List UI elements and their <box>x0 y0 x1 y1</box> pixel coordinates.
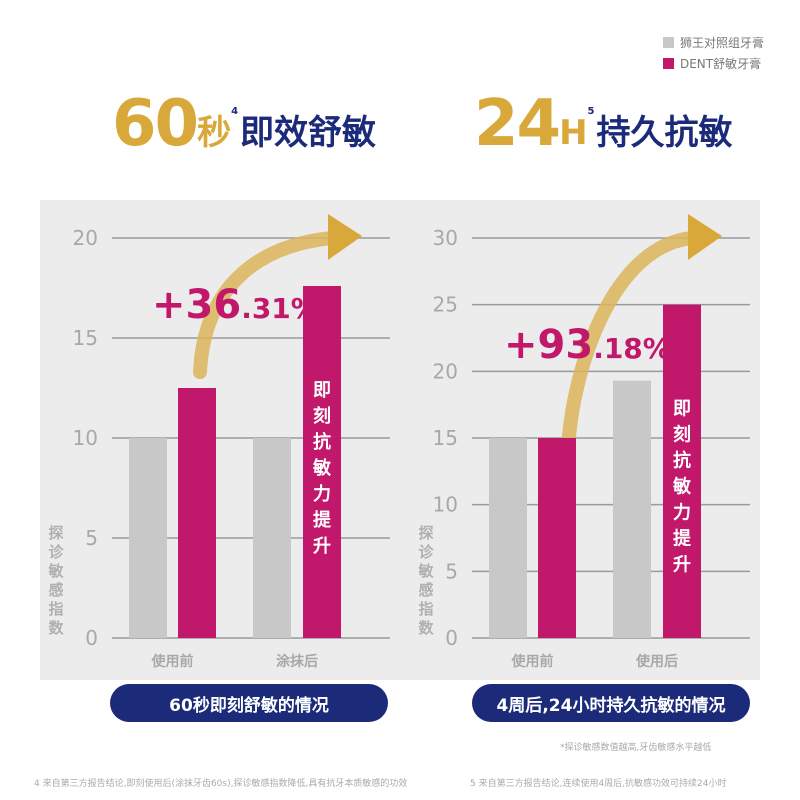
bar-control <box>129 438 167 638</box>
left-chart-panel: 0 5 10 15 20 使用前 涂抹后 即刻抗敏力提升探诊敏感指数 +36.31% <box>40 200 400 680</box>
sensitivity-note: *探诊敏感数值越高,牙齿敏感水平越低 <box>560 743 712 753</box>
x-category-label: 使用后 <box>635 653 678 670</box>
y-tick-label: 10 <box>73 426 98 450</box>
bar-control <box>613 380 651 638</box>
legend-swatch-control <box>662 37 674 48</box>
left-headline-footnote-mark: 4 <box>231 106 239 117</box>
legend-label-dent: DENT舒敏牙膏 <box>679 57 762 71</box>
y-tick-label: 20 <box>73 226 98 250</box>
bar-dent <box>663 304 701 638</box>
bar-label: 即刻抗敏力提升 <box>312 380 332 557</box>
legend-swatch-dent <box>662 58 674 69</box>
left-caption: 60秒即刻舒敏的情况 <box>110 684 388 722</box>
right-headline-footnote-mark: 5 <box>587 106 595 117</box>
trend-arrow-icon <box>193 231 339 379</box>
y-tick-label: 5 <box>445 559 458 583</box>
trend-arrow-icon <box>561 231 699 457</box>
percent-annotation: +93.18% <box>504 322 671 368</box>
legend-item-dent: DENT舒敏牙膏 <box>662 55 764 72</box>
footnote-right: 5 来自第三方报告结论,连续使用4周后,抗敏感功效可持续24小时 <box>470 779 727 789</box>
bar-control <box>489 438 527 638</box>
percent-annotation: +36.31% <box>152 282 319 328</box>
bar-dent <box>303 286 341 638</box>
y-tick-label: 15 <box>73 326 98 350</box>
bar-dent <box>178 388 216 638</box>
y-tick-label: 5 <box>85 526 98 550</box>
footnote-left: 4 来自第三方报告结论,即刻使用后(涂抹牙齿60s),探诊敏感指数降低,具有抗牙… <box>34 779 408 789</box>
y-tick-label: 20 <box>433 359 458 383</box>
bar-control <box>253 438 291 638</box>
right-headline: 24 H 5 持久抗敏 <box>474 92 733 156</box>
y-axis-label: 探诊敏感指数 <box>417 524 434 637</box>
bar-dent <box>538 438 576 638</box>
left-headline: 60 秒 4 即效舒敏 <box>112 92 376 156</box>
x-category-label: 涂抹后 <box>276 653 318 670</box>
left-headline-text: 即效舒敏 <box>240 113 377 153</box>
y-tick-label: 25 <box>433 293 458 317</box>
left-headline-number: 60 <box>112 87 199 161</box>
legend: 狮王对照组牙膏 DENT舒敏牙膏 <box>662 34 764 76</box>
y-tick-label: 30 <box>433 226 458 250</box>
y-tick-label: 0 <box>445 626 458 650</box>
right-headline-unit: H <box>559 113 588 153</box>
legend-item-control: 狮王对照组牙膏 <box>662 34 764 51</box>
right-caption: 4周后,24小时持久抗敏的情况 <box>472 684 750 722</box>
legend-label-control: 狮王对照组牙膏 <box>679 36 764 50</box>
y-tick-label: 15 <box>433 426 458 450</box>
trend-arrow-icon-head <box>328 214 362 260</box>
x-category-label: 使用前 <box>151 653 194 670</box>
trend-arrow-icon-head <box>688 214 722 260</box>
y-axis-label: 探诊敏感指数 <box>47 524 64 637</box>
right-headline-text: 持久抗敏 <box>596 113 733 153</box>
y-tick-label: 10 <box>433 493 458 517</box>
right-headline-number: 24 <box>474 87 561 161</box>
y-tick-label: 0 <box>85 626 98 650</box>
left-headline-unit: 秒 <box>197 113 232 153</box>
bar-label: 即刻抗敏力提升 <box>672 399 692 576</box>
x-category-label: 使用前 <box>511 653 554 670</box>
right-chart-panel: 0 5 10 15 20 25 30 使用前 使用后 即刻抗敏力提升探诊敏感指数 +93.18% <box>400 200 760 680</box>
